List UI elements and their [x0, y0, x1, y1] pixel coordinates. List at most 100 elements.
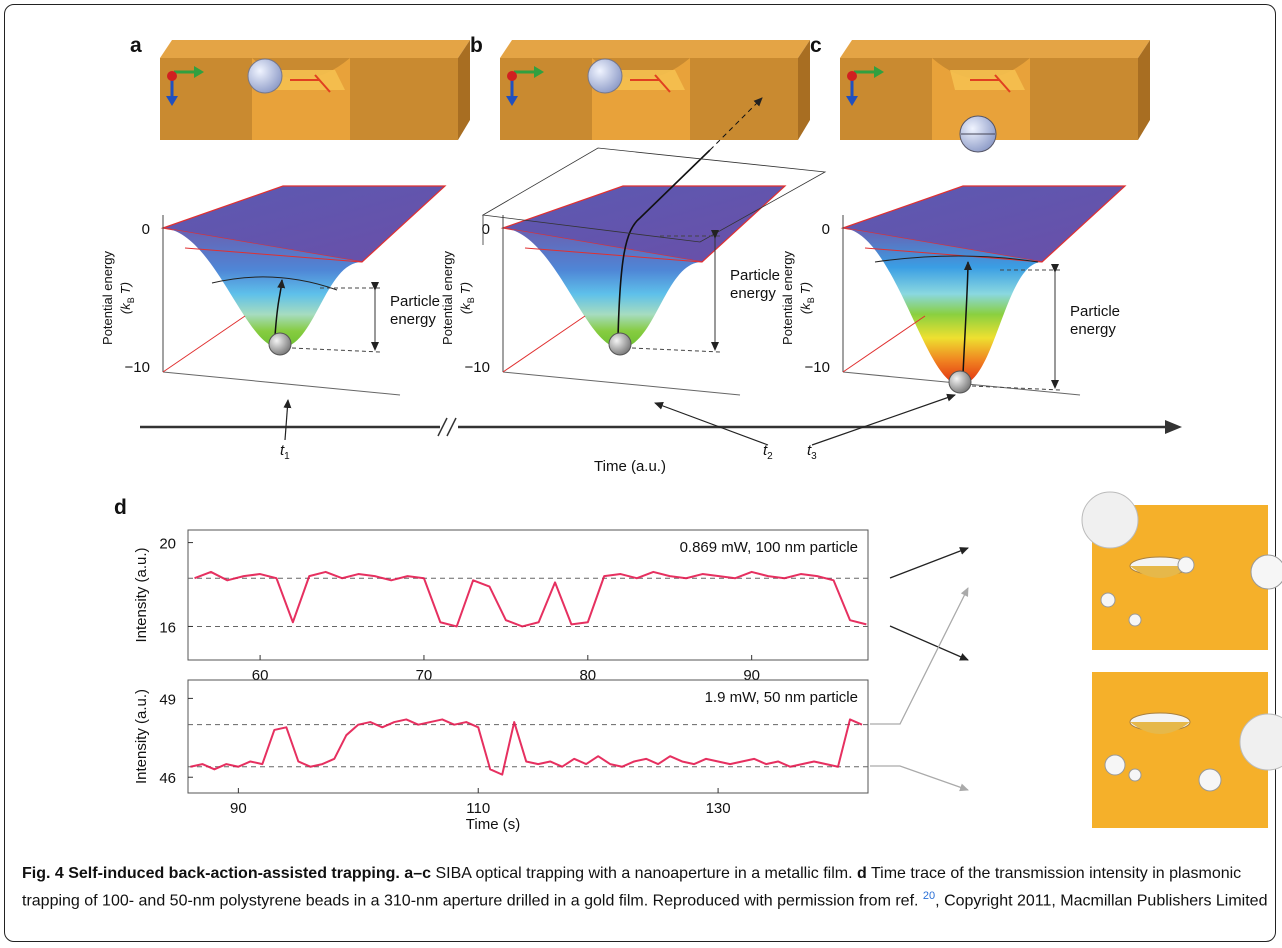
- axis-y-head: [534, 66, 544, 78]
- link-arrow: [889, 547, 969, 579]
- floor-line: [162, 371, 401, 396]
- unit-sub: B: [466, 297, 476, 303]
- gold-slab-side: [798, 40, 810, 140]
- x-axis-label: Time (s): [466, 816, 520, 833]
- intensity-trace: [190, 718, 863, 776]
- gold-slab-top: [160, 40, 470, 58]
- time-pointer: [811, 393, 956, 446]
- link-arrow: [870, 765, 969, 792]
- unit-part: (k: [458, 302, 473, 314]
- axis-z-head: [506, 96, 518, 106]
- caption-part-label: d: [857, 865, 867, 882]
- energy-level: [874, 255, 1039, 263]
- x-tick-label: 110: [466, 800, 490, 817]
- axis-y-head: [874, 66, 884, 78]
- trace-annotation: 1.9 mW, 50 nm particle: [705, 689, 858, 706]
- bracket-dash: [631, 347, 721, 353]
- caption-ref[interactable]: 20: [922, 890, 936, 902]
- annotation: energy: [390, 311, 436, 328]
- field-arrows: [630, 74, 671, 93]
- time-pointer: [283, 399, 292, 441]
- axis-z-head: [166, 96, 178, 106]
- gold-slab-side: [458, 40, 470, 140]
- unit-part: (k: [798, 302, 813, 314]
- tick-label: 0: [482, 221, 490, 238]
- caption: Fig. 4 Self-induced back-action-assisted…: [22, 862, 1268, 912]
- caption-title: Fig. 4 Self-induced back-action-assisted…: [22, 865, 400, 882]
- inset-empty: [1092, 672, 1282, 828]
- trajectory: [962, 261, 972, 375]
- unit-part: T): [458, 282, 473, 294]
- figure: t1 t2 t3 Time (a.u.) d a 0 −10 Potential en…: [100, 34, 1282, 833]
- axis-break: [437, 417, 448, 437]
- gold-slab-top: [500, 40, 810, 58]
- tick-label: −10: [805, 359, 830, 376]
- y-tick-label: 49: [159, 691, 176, 708]
- annotation: Particle: [390, 293, 440, 310]
- y-axis-label: Intensity (a.u.): [133, 689, 150, 784]
- front-edge: [524, 247, 703, 263]
- y-axis-unit: (kB T): [118, 282, 136, 314]
- y-tick-label: 20: [159, 536, 176, 553]
- time-mark: t3: [807, 442, 817, 462]
- escape-dash: [709, 97, 763, 151]
- time-arrowhead: [1165, 420, 1182, 434]
- unit-sub: B: [806, 297, 816, 303]
- trajectory: [274, 279, 286, 337]
- panel-label: a: [130, 34, 142, 57]
- annotation: energy: [730, 285, 776, 302]
- tick-label: 0: [822, 221, 830, 238]
- axis-break: [446, 417, 457, 437]
- y-axis-unit: (kB T): [458, 282, 476, 314]
- trace-annotation: 0.869 mW, 100 nm particle: [680, 539, 858, 556]
- inset-trapped: [1081, 491, 1282, 650]
- gold-slab-side: [1138, 40, 1150, 140]
- floor-line: [502, 371, 741, 396]
- time-axis-label: Time (a.u.): [594, 458, 666, 475]
- axis-z-head: [846, 96, 858, 106]
- y-tick-label: 46: [159, 770, 176, 787]
- annotation: energy: [1070, 321, 1116, 338]
- axis-x: [507, 71, 517, 81]
- x-tick-label: 90: [230, 800, 247, 817]
- unit-part: (k: [118, 302, 133, 314]
- time-pointer: [654, 402, 769, 446]
- annotation: Particle: [1070, 303, 1120, 320]
- plot-frame: [187, 679, 869, 794]
- particle: [268, 332, 292, 356]
- bracket-dash: [971, 385, 1061, 391]
- link-arrow: [889, 625, 969, 661]
- y-axis-unit: (kB T): [798, 282, 816, 314]
- bracket-dash: [291, 347, 381, 353]
- y-axis-label: Potential energy: [780, 251, 795, 345]
- floor-red: [502, 315, 586, 373]
- panel-label: c: [810, 34, 822, 57]
- gold-slab-top: [840, 40, 1150, 58]
- panel-label: b: [470, 34, 483, 57]
- panel-label: d: [114, 496, 127, 519]
- bead: [587, 58, 623, 94]
- bead: [247, 58, 283, 94]
- caption-text: Time trace of the transmission intensity…: [22, 865, 1242, 910]
- field-arrows: [970, 74, 1011, 93]
- floor-red: [162, 315, 246, 373]
- escape-path: [617, 149, 711, 339]
- figure-frame: [4, 4, 1276, 942]
- unit-sub: B: [126, 297, 136, 303]
- time-mark: t2: [763, 442, 773, 462]
- particle: [608, 332, 632, 356]
- caption-text: SIBA optical trapping with a nanoapertur…: [435, 865, 853, 882]
- x-tick-label: 130: [706, 800, 731, 817]
- tick-label: −10: [125, 359, 150, 376]
- front-edge: [864, 247, 1043, 263]
- link-arrow: [870, 587, 969, 725]
- y-axis-label: Intensity (a.u.): [133, 547, 150, 642]
- caption-part-label: a–c: [404, 865, 431, 882]
- time-mark: t1: [280, 442, 290, 462]
- intensity-trace: [194, 570, 867, 628]
- y-tick-label: 16: [159, 619, 176, 636]
